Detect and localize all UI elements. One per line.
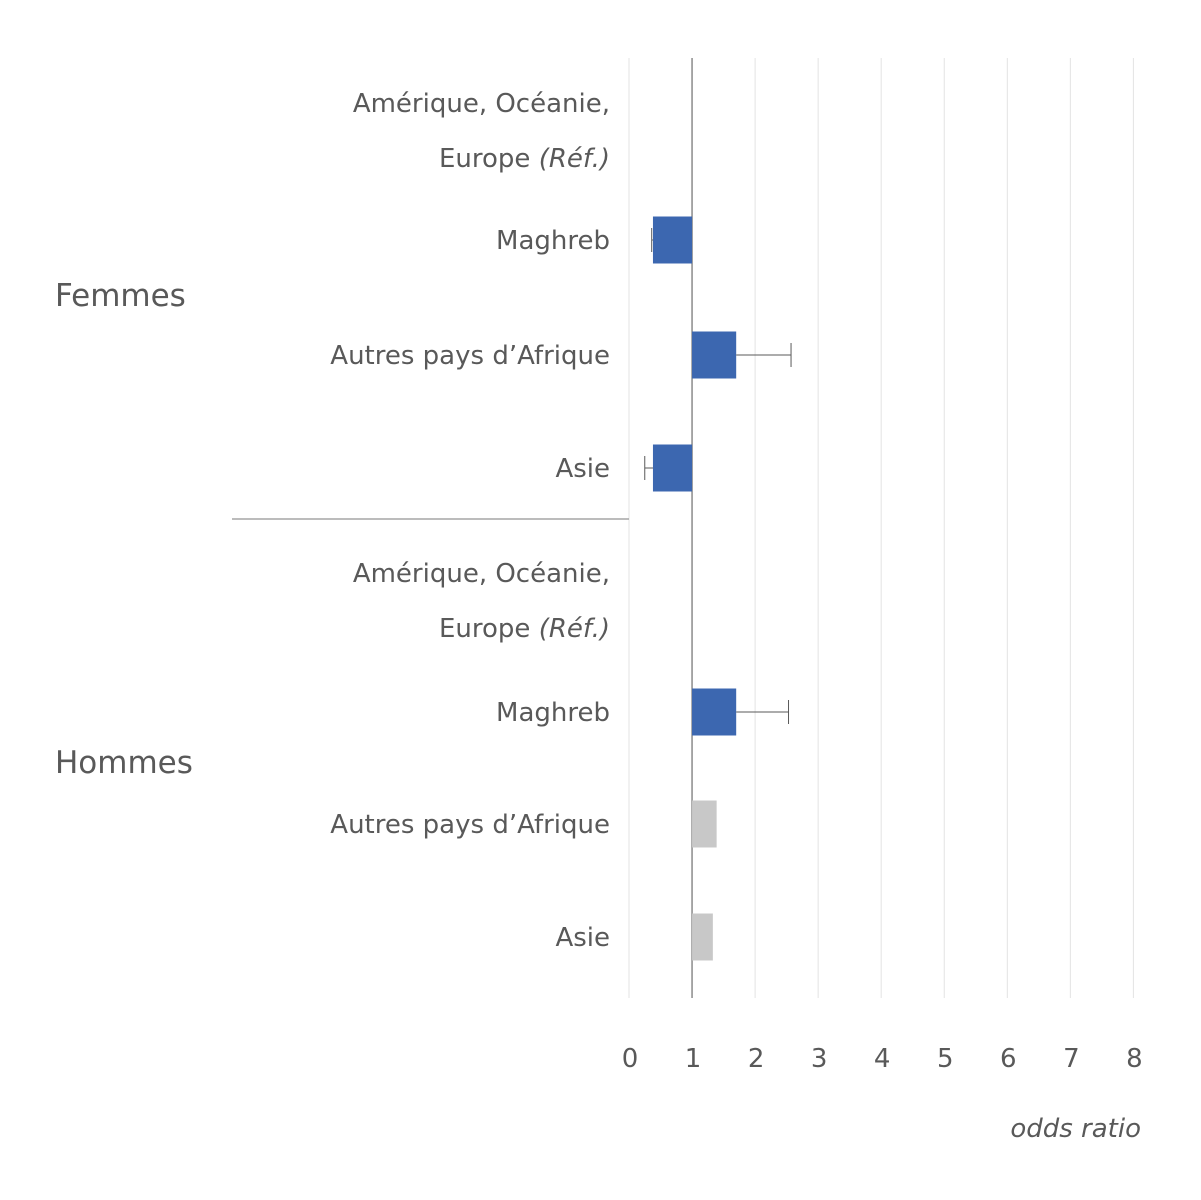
category-label: Autres pays d’Afrique xyxy=(330,810,610,840)
bar xyxy=(692,331,737,379)
x-tick-label: 1 xyxy=(685,1044,702,1074)
bar xyxy=(652,216,693,264)
category-labels: Femmes Amérique, Océanie, Europe (Réf.) Mag… xyxy=(55,89,610,953)
category-label-ref: Europe (Réf.) xyxy=(439,614,610,644)
bars xyxy=(644,216,792,961)
x-tick-label: 3 xyxy=(811,1044,828,1074)
category-label: Maghreb xyxy=(496,226,610,256)
bar xyxy=(652,444,693,492)
bar xyxy=(692,688,737,736)
error-bar xyxy=(736,343,792,367)
bar xyxy=(692,913,713,961)
x-tick-label: 5 xyxy=(937,1044,954,1074)
error-bar xyxy=(651,228,653,252)
error-bar xyxy=(736,700,790,724)
group-label: Hommes xyxy=(55,745,193,781)
category-label: Asie xyxy=(555,923,610,953)
category-label: Maghreb xyxy=(496,698,610,728)
group-label: Femmes xyxy=(55,278,186,314)
x-tick-label: 2 xyxy=(748,1044,765,1074)
category-label-ref: Europe (Réf.) xyxy=(439,144,610,174)
x-tick-label: 0 xyxy=(622,1044,639,1074)
x-tick-label: 7 xyxy=(1063,1044,1080,1074)
category-label: Amérique, Océanie, xyxy=(353,559,610,589)
x-axis-ticks: 0 1 2 3 4 5 6 7 8 xyxy=(622,1044,1143,1074)
grid-lines xyxy=(232,58,1134,998)
error-bar xyxy=(644,456,653,480)
category-label: Amérique, Océanie, xyxy=(353,89,610,119)
bar xyxy=(692,800,717,848)
category-label: Autres pays d’Afrique xyxy=(330,341,610,371)
x-tick-label: 6 xyxy=(1000,1044,1017,1074)
category-label: Asie xyxy=(555,454,610,484)
x-tick-label: 4 xyxy=(874,1044,891,1074)
x-axis-label: odds ratio xyxy=(1010,1114,1141,1144)
x-tick-label: 8 xyxy=(1126,1044,1143,1074)
